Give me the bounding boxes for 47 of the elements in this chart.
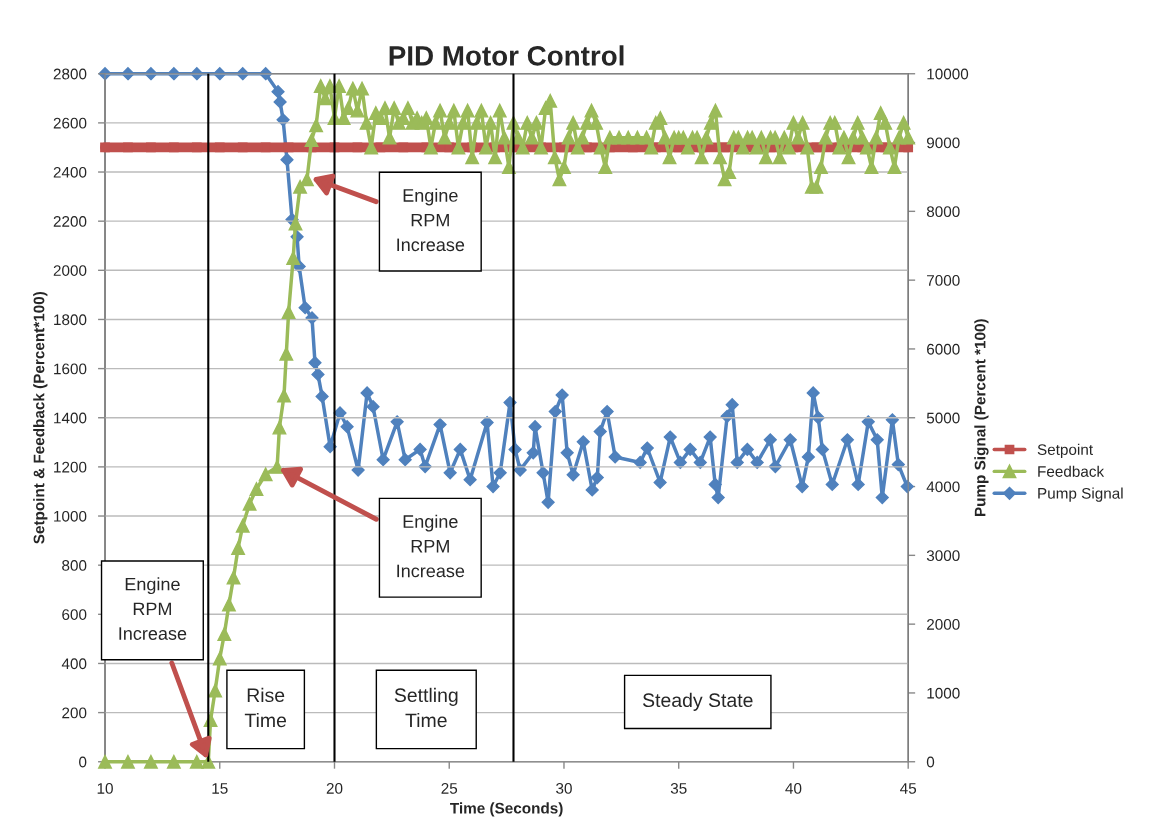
y2-tick-label: 9000 xyxy=(926,137,960,149)
y-tick-label: 600 xyxy=(62,609,87,620)
y-tick-label: 2800 xyxy=(53,68,87,80)
legend-label: Pump Signal xyxy=(1038,487,1123,502)
annotation: Settling Time xyxy=(394,687,458,728)
y-tick-label: 400 xyxy=(61,658,87,670)
y-tick-label: 2000 xyxy=(53,265,87,276)
y2-tick-label: 1000 xyxy=(927,687,960,699)
y-tick-label: 0 xyxy=(79,756,87,768)
annotation: Steady State xyxy=(642,692,753,711)
y2-axis-title: Pump Signal (Percent *100) xyxy=(974,319,989,517)
x-tick-label: 30 xyxy=(556,782,572,794)
chart-title: PID Motor Control xyxy=(389,45,624,66)
y-tick-label: 1800 xyxy=(54,314,87,326)
y-tick-label: 2400 xyxy=(53,166,87,178)
annotation: Engine RPM Increase xyxy=(397,514,465,578)
annotation: Engine RPM Increase xyxy=(119,577,187,640)
y2-tick-label: 5000 xyxy=(926,412,960,424)
y-tick-label: 2200 xyxy=(53,216,87,227)
y-tick-label: 1400 xyxy=(54,412,87,424)
legend-label: Feedback xyxy=(1038,465,1105,477)
y-tick-label: 1000 xyxy=(54,510,87,522)
x-tick-label: 15 xyxy=(212,783,228,794)
y-tick-label: 800 xyxy=(62,560,87,571)
y2-tick-label: 4000 xyxy=(926,481,960,493)
x-tick-label: 10 xyxy=(97,782,113,794)
x-tick-label: 45 xyxy=(900,783,917,794)
y-tick-label: 200 xyxy=(62,707,87,719)
y2-tick-label: 7000 xyxy=(927,275,960,286)
x-tick-label: 20 xyxy=(326,782,343,794)
x-tick-label: 25 xyxy=(441,782,458,794)
y2-tick-label: 0 xyxy=(926,756,935,768)
y2-tick-label: 8000 xyxy=(926,206,960,218)
y2-tick-label: 3000 xyxy=(926,550,960,562)
y2-tick-label: 10000 xyxy=(927,68,969,80)
y-axis-title: Setpoint & Feedback (Percent*100) xyxy=(33,291,48,544)
y-tick-label: 2600 xyxy=(53,117,87,129)
annotation: Rise Time xyxy=(244,687,287,728)
x-tick-label: 40 xyxy=(785,782,802,794)
legend-label: Setpoint xyxy=(1037,443,1093,459)
y-tick-label: 1600 xyxy=(54,363,87,375)
x-tick-label: 35 xyxy=(670,782,687,794)
y2-tick-label: 2000 xyxy=(927,619,960,630)
y-tick-label: 1200 xyxy=(54,461,87,473)
annotation: Engine RPM Increase xyxy=(397,188,465,252)
x-axis-title: Time (Seconds) xyxy=(450,802,563,817)
y2-tick-label: 6000 xyxy=(927,343,960,355)
